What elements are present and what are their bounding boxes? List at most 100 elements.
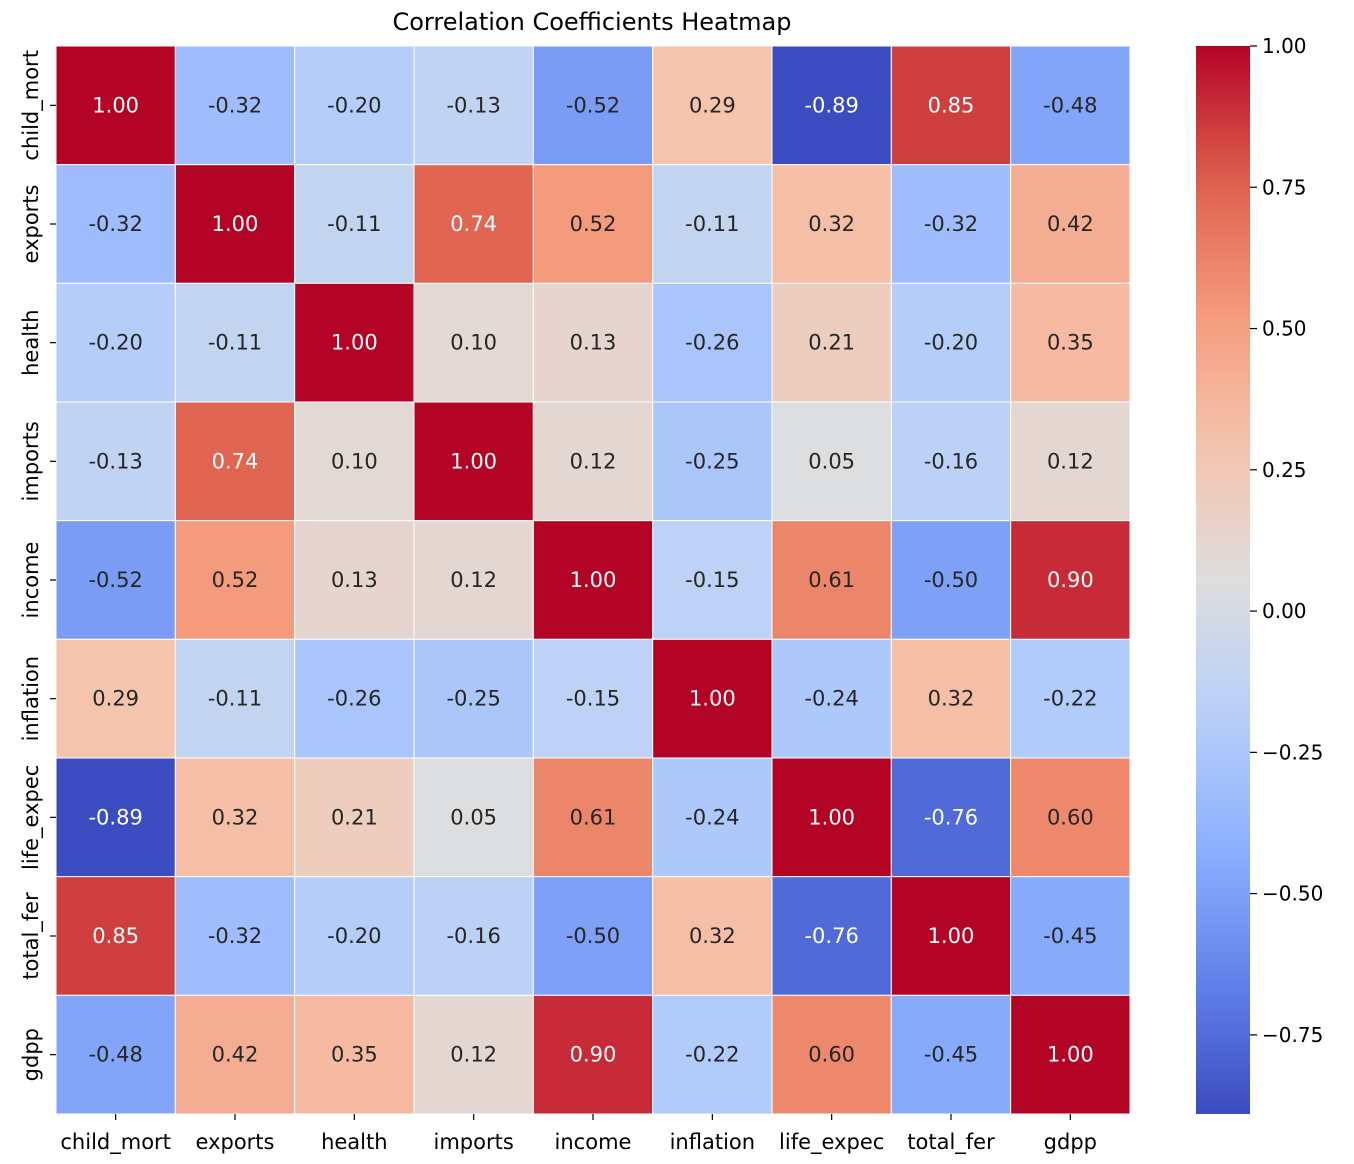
cell-value-label: 0.21 <box>331 805 378 829</box>
heatmap-cell <box>652 520 773 640</box>
colorbar-tick-label: 1.00 <box>1262 34 1307 58</box>
cell-value-label: 0.10 <box>331 449 378 473</box>
cell-value-label: 1.00 <box>450 449 497 473</box>
cell-value-label: 0.52 <box>212 568 259 592</box>
y-tick-label: imports <box>19 421 43 501</box>
y-tick-label: income <box>19 542 43 619</box>
cell-value-label: 1.00 <box>331 331 378 355</box>
cell-value-label: 1.00 <box>808 805 855 829</box>
cell-value-label: 0.42 <box>1047 212 1094 236</box>
heatmap-cell <box>174 45 296 166</box>
cell-value-label: 0.60 <box>1047 805 1094 829</box>
heatmap-cell <box>652 994 773 1115</box>
heatmap-cell <box>890 757 1012 878</box>
y-tick-label: total_fer <box>19 892 44 980</box>
cell-value-label: -0.11 <box>685 212 739 236</box>
cell-value-label: -0.89 <box>88 805 142 829</box>
heatmap-cell <box>532 994 654 1115</box>
colorbar: 1.00 0.75 0.50 0.25 0.00 −0.25 −0.50 −0.75 <box>1196 34 1323 1114</box>
heatmap-cell <box>532 164 654 284</box>
y-tick-label: inflation <box>19 656 43 741</box>
heatmap-cell <box>1010 164 1131 284</box>
cell-value-label: 0.05 <box>450 805 497 829</box>
heatmap-cell <box>771 994 892 1115</box>
x-tick-label: exports <box>196 1130 275 1154</box>
heatmap-cell <box>294 164 415 284</box>
heatmap-cell <box>532 876 654 996</box>
cell-value-label: 1.00 <box>928 924 975 948</box>
heatmap-cell <box>55 520 176 640</box>
x-tick-label: income <box>555 1130 632 1154</box>
cell-value-label: -0.13 <box>88 449 142 473</box>
x-tick-label: health <box>321 1130 387 1154</box>
heatmap-cell <box>652 164 773 284</box>
cell-value-label: -0.26 <box>327 687 381 711</box>
heatmap-cell <box>413 994 534 1115</box>
cell-value-label: 0.13 <box>570 331 617 355</box>
cell-value-label: -0.32 <box>924 212 978 236</box>
cell-value-label: -0.20 <box>924 331 978 355</box>
cell-value-label: -0.20 <box>88 331 142 355</box>
cell-value-label: -0.24 <box>685 805 739 829</box>
cell-value-label: -0.32 <box>88 212 142 236</box>
y-tick-label: child_mort <box>19 50 44 161</box>
heatmap-cell <box>532 638 654 759</box>
colorbar-tick-label: 0.00 <box>1262 599 1307 623</box>
heatmap-cell <box>55 994 176 1115</box>
x-tick-label: child_mort <box>60 1130 171 1155</box>
cell-value-label: -0.24 <box>804 687 858 711</box>
heatmap-cell <box>174 638 296 759</box>
cell-value-label: -0.22 <box>685 1043 739 1067</box>
cell-value-label: -0.25 <box>446 687 500 711</box>
cell-value-label: -0.11 <box>208 687 262 711</box>
cell-value-label: 0.61 <box>570 805 617 829</box>
cell-value-label: -0.45 <box>1043 924 1097 948</box>
x-tick-label: imports <box>434 1130 514 1154</box>
cell-value-label: 0.32 <box>928 687 975 711</box>
heatmap-cell <box>294 45 415 166</box>
heatmap-cell <box>55 164 176 284</box>
heatmap-cell <box>1010 994 1131 1115</box>
heatmap-cell <box>174 757 296 878</box>
cell-value-label: 0.32 <box>212 805 259 829</box>
cell-value-label: 0.85 <box>928 93 975 117</box>
colorbar-tick-label: 0.50 <box>1262 317 1307 341</box>
heatmap-cell <box>1010 520 1131 640</box>
heatmap-cell <box>413 45 534 166</box>
cell-value-label: -0.52 <box>88 568 142 592</box>
heatmap-cell <box>771 757 892 878</box>
chart-title: Correlation Coefficients Heatmap <box>392 8 791 36</box>
heatmap-cell <box>532 282 654 403</box>
y-tick-label: health <box>19 309 43 375</box>
heatmap-cell <box>890 876 1012 996</box>
cell-value-label: 1.00 <box>689 687 736 711</box>
cell-value-label: 0.12 <box>1047 449 1094 473</box>
cell-value-label: -0.20 <box>327 924 381 948</box>
cell-value-label: 0.12 <box>450 568 497 592</box>
cell-value-label: -0.32 <box>208 93 262 117</box>
cell-value-label: -0.32 <box>208 924 262 948</box>
cell-value-label: 0.52 <box>570 212 617 236</box>
cell-value-label: -0.16 <box>924 449 978 473</box>
heatmap-cell <box>174 520 296 640</box>
heatmap-cell <box>532 45 654 166</box>
heatmap-cell <box>413 520 534 640</box>
heatmap-cell <box>1010 638 1131 759</box>
x-tick-label: total_fer <box>907 1130 995 1155</box>
cell-value-label: -0.76 <box>924 805 978 829</box>
heatmap-cell <box>890 401 1012 522</box>
cell-value-label: -0.15 <box>685 568 739 592</box>
cell-value-label: -0.45 <box>924 1043 978 1067</box>
heatmap-cell <box>1010 401 1131 522</box>
cell-value-label: 1.00 <box>570 568 617 592</box>
heatmap-cell <box>55 638 176 759</box>
heatmap-cell <box>294 520 415 640</box>
heatmap-cell <box>532 757 654 878</box>
x-axis: child_mort exports health imports income infl… <box>60 1114 1097 1155</box>
heatmap-cell <box>1010 876 1131 996</box>
cell-value-label: 0.90 <box>1047 568 1094 592</box>
heatmap-cell <box>294 638 415 759</box>
heatmap-cell <box>771 164 892 284</box>
cell-value-label: 0.61 <box>808 568 855 592</box>
